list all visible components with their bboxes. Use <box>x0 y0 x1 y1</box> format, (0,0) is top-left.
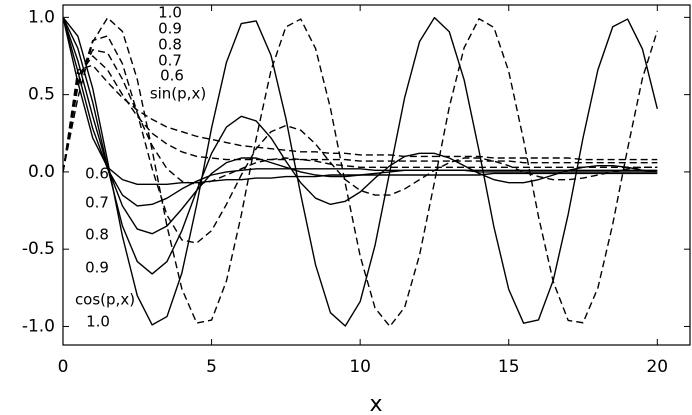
y-tick-label: 0.0 <box>28 162 55 182</box>
x-tick-label: 0 <box>58 357 69 377</box>
annotation: sin(p,x) <box>150 85 206 103</box>
series-line <box>63 55 658 173</box>
series-label: 0.9 <box>85 259 109 277</box>
x-tick-label: 20 <box>646 357 668 377</box>
x-tick-label: 10 <box>349 357 371 377</box>
series-label: 0.9 <box>158 20 182 38</box>
y-tick-label: -1.0 <box>22 316 55 336</box>
y-tick-label: 0.5 <box>28 85 55 105</box>
x-axis-label: x <box>369 392 382 415</box>
x-tick-label: 15 <box>498 357 520 377</box>
series-line <box>63 49 658 185</box>
series-label: 0.8 <box>158 36 182 54</box>
series-label: 0.7 <box>85 194 109 212</box>
series-line <box>63 17 658 207</box>
series-line <box>63 17 658 185</box>
series-label: 0.8 <box>85 226 109 244</box>
series-line <box>63 64 658 173</box>
series-label: 1.0 <box>158 4 182 22</box>
plot-frame <box>62 4 691 346</box>
x-tick-label: 5 <box>206 357 217 377</box>
series-line <box>63 35 658 244</box>
series-label: 0.6 <box>85 165 109 183</box>
series-label: 0.6 <box>160 67 184 85</box>
y-tick-label: 1.0 <box>28 7 55 27</box>
series-label: 1.0 <box>86 313 110 331</box>
series-line <box>63 16 658 327</box>
annotation: cos(p,x) <box>75 291 135 309</box>
series-line <box>63 17 658 235</box>
series-label: 0.7 <box>158 52 182 70</box>
y-tick-label: -0.5 <box>22 239 55 259</box>
